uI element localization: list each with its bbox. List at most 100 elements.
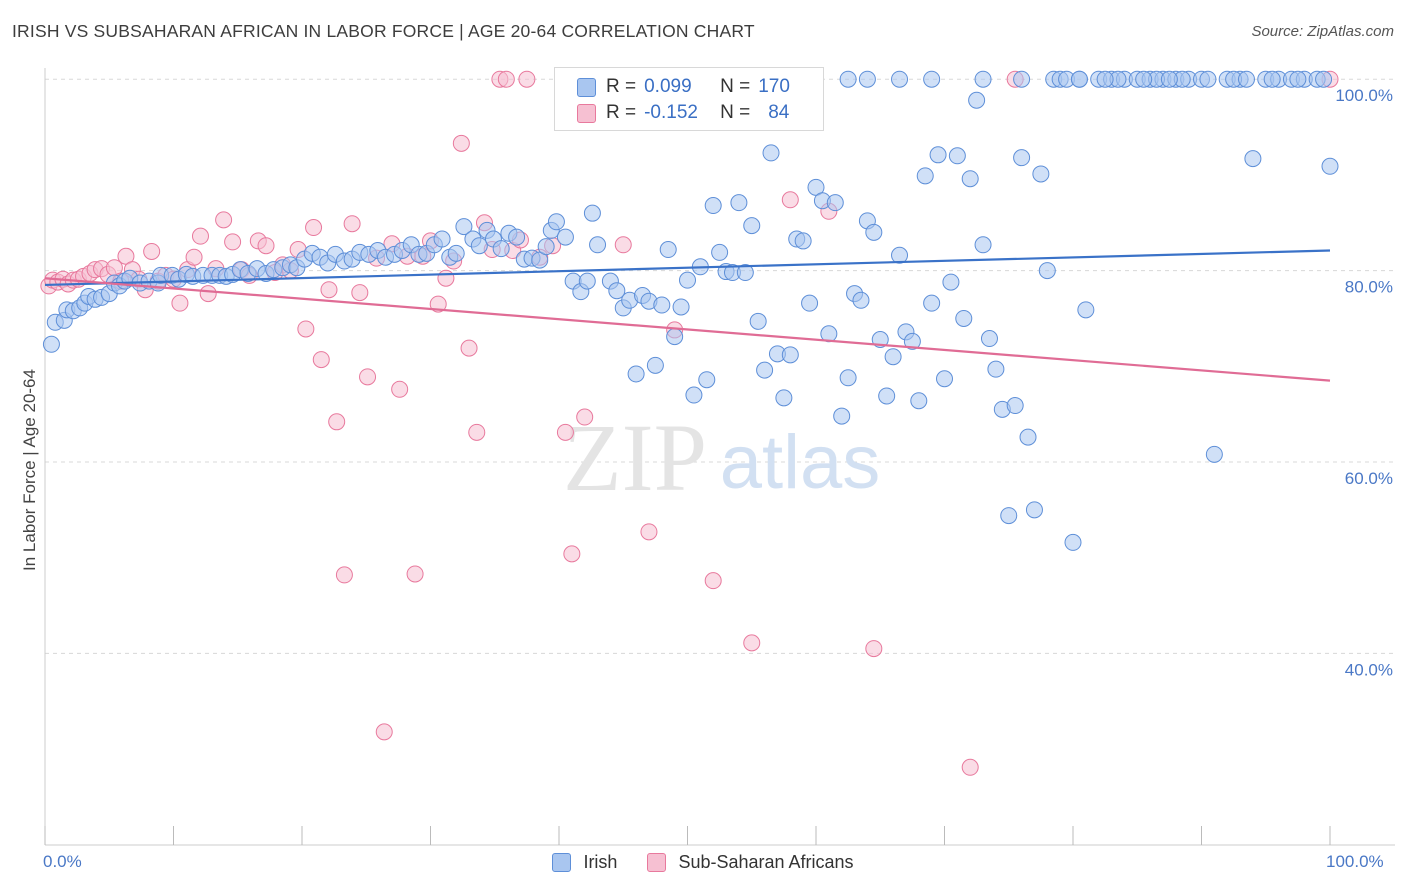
irish-point	[916, 167, 934, 185]
sub-saharan-point	[320, 281, 338, 299]
irish-point	[711, 243, 729, 261]
correlation-legend: R = 0.099 N = 170 R = -0.152 N = 84	[554, 67, 824, 131]
r-label: R =	[606, 76, 637, 97]
n-label: N =	[720, 76, 751, 97]
sub-saharan-swatch	[647, 853, 667, 872]
irish-point	[679, 271, 696, 289]
series-legend: Irish Sub-Saharan Africans	[0, 852, 1406, 873]
irish-point	[556, 228, 574, 246]
sub-saharan-point	[199, 285, 217, 303]
axis-layer	[44, 68, 1395, 846]
irish-point	[646, 356, 664, 374]
irish-point	[547, 213, 565, 231]
irish-point	[743, 217, 761, 235]
irish-point	[865, 223, 883, 241]
irish-point	[980, 330, 998, 348]
irish-point	[987, 360, 1005, 378]
irish-point	[858, 70, 876, 88]
irish-point	[455, 218, 473, 236]
sub-saharan-point	[640, 523, 658, 541]
irish-point	[942, 273, 960, 291]
irish-point	[1032, 165, 1050, 183]
sub-saharan-point	[185, 248, 203, 266]
irish-swatch	[577, 77, 596, 97]
sub-saharan-point	[305, 219, 323, 237]
irish-point	[685, 386, 703, 404]
irish-point	[653, 296, 671, 314]
r-value: -0.152	[644, 102, 698, 123]
sub-saharan-point	[328, 413, 346, 431]
irish-point	[801, 294, 819, 312]
legend-label-irish: Irish	[583, 852, 618, 872]
sub-saharan-point	[518, 70, 536, 88]
sub-saharan-point	[460, 339, 478, 357]
sub-saharan-point	[961, 758, 979, 776]
irish-point	[1013, 149, 1031, 167]
chart-title: IRISH VS SUBSAHARAN AFRICAN IN LABOR FOR…	[12, 21, 755, 41]
sub-saharan-point	[497, 70, 515, 88]
sub-saharan-point	[375, 723, 393, 741]
irish-point	[1013, 70, 1031, 88]
sub-saharan-point	[429, 295, 447, 313]
irish-point	[891, 70, 909, 88]
irish-point	[826, 194, 844, 212]
irish-point	[1077, 301, 1095, 319]
sub-saharan-point	[781, 191, 799, 209]
irish-point	[433, 230, 451, 248]
irish-point	[1160, 70, 1178, 88]
irish-point	[1199, 70, 1217, 88]
sub-saharan-point	[224, 233, 242, 251]
sub-saharan-point	[359, 368, 377, 386]
irish-point	[948, 147, 966, 165]
y-tick-label: 80.0%	[1345, 278, 1393, 297]
sub-saharan-point	[556, 423, 574, 441]
legend-item-sub-saharan: Sub-Saharan Africans	[647, 852, 854, 873]
irish-point	[730, 194, 748, 212]
sub-saharan-point	[171, 294, 189, 312]
irish-point	[470, 237, 488, 255]
irish-point	[1244, 150, 1262, 168]
irish-point	[794, 232, 812, 250]
irish-point	[627, 365, 645, 383]
sub-saharan-point	[312, 351, 330, 369]
irish-point	[1038, 262, 1056, 280]
irish-point	[583, 204, 601, 222]
sub-saharan-point	[343, 215, 361, 233]
source-label: Source: ZipAtlas.com	[1251, 23, 1394, 40]
sub-saharan-point	[391, 380, 409, 398]
irish-point	[492, 240, 510, 258]
irish-point	[1000, 507, 1018, 525]
irish-point	[1315, 70, 1333, 88]
y-tick-label: 100.0%	[1335, 86, 1393, 105]
sub-saharan-point	[576, 408, 594, 426]
irish-point	[1289, 70, 1307, 88]
irish-point	[955, 309, 973, 327]
irish-point	[1096, 70, 1114, 88]
legend-item-irish: Irish	[552, 852, 617, 873]
irish-point	[961, 170, 979, 188]
sub-saharan-point	[743, 634, 761, 652]
irish-point	[756, 361, 774, 379]
irish-point	[1070, 70, 1088, 88]
sub-saharan-point	[335, 566, 353, 584]
sub-saharan-point	[468, 423, 486, 441]
irish-swatch	[552, 853, 572, 872]
irish-point	[839, 369, 857, 387]
irish-point	[775, 389, 793, 407]
irish-point	[736, 264, 754, 282]
y-tick-labels: 40.0% 60.0% 80.0% 100.0%	[1335, 86, 1393, 679]
irish-point	[749, 312, 767, 330]
irish-point	[1321, 157, 1339, 175]
sub-saharan-point	[563, 545, 581, 563]
irish-point	[508, 228, 526, 246]
irish-point	[672, 298, 690, 316]
sub-saharan-point	[297, 320, 315, 338]
sub-saharan-point	[257, 237, 275, 255]
x-tick-label-right: 100.0%	[1326, 852, 1384, 871]
irish-point	[891, 246, 909, 264]
irish-point	[42, 335, 60, 353]
trend-lines	[44, 249, 1331, 382]
irish-point	[659, 241, 677, 259]
n-value: 170	[758, 76, 790, 97]
